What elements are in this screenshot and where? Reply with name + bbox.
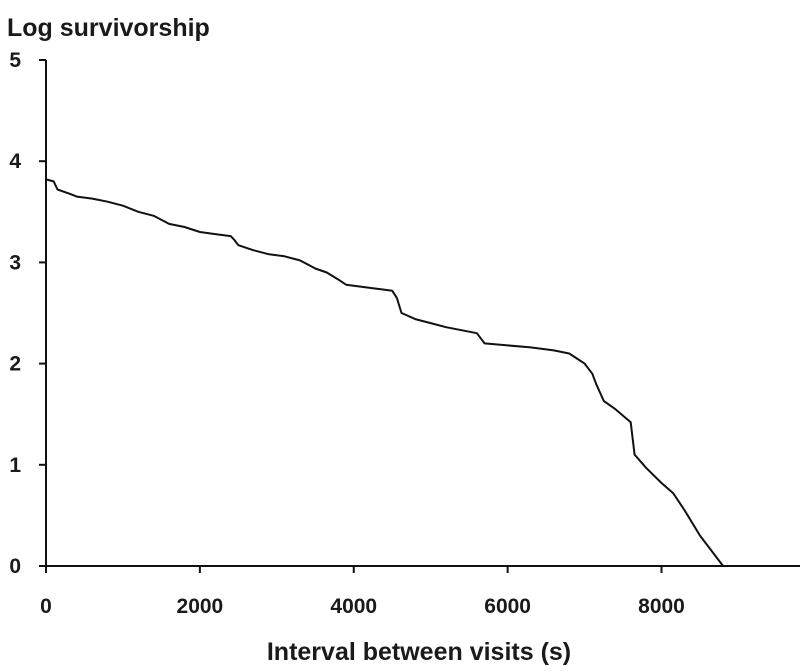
- x-tick-label: 0: [40, 595, 52, 618]
- y-tick-label: 1: [9, 454, 21, 477]
- x-tick-label: 2000: [177, 595, 224, 618]
- chart-title: Log survivorship: [7, 14, 210, 42]
- x-tick-label: 6000: [484, 595, 531, 618]
- y-tick-label: 2: [9, 353, 21, 376]
- y-tick-label: 5: [9, 49, 21, 72]
- y-tick-label: 3: [9, 251, 21, 274]
- plot-area: 0 1 2 3 4 5 0 2000 4000 6000 8000: [9, 49, 800, 618]
- x-tick-label: 4000: [330, 595, 377, 618]
- y-tick-label: 0: [9, 555, 21, 578]
- y-tick-label: 4: [9, 150, 21, 173]
- x-axis-label: Interval between visits (s): [267, 638, 571, 666]
- x-tick-label: 8000: [638, 595, 685, 618]
- survivorship-line: [45, 178, 724, 567]
